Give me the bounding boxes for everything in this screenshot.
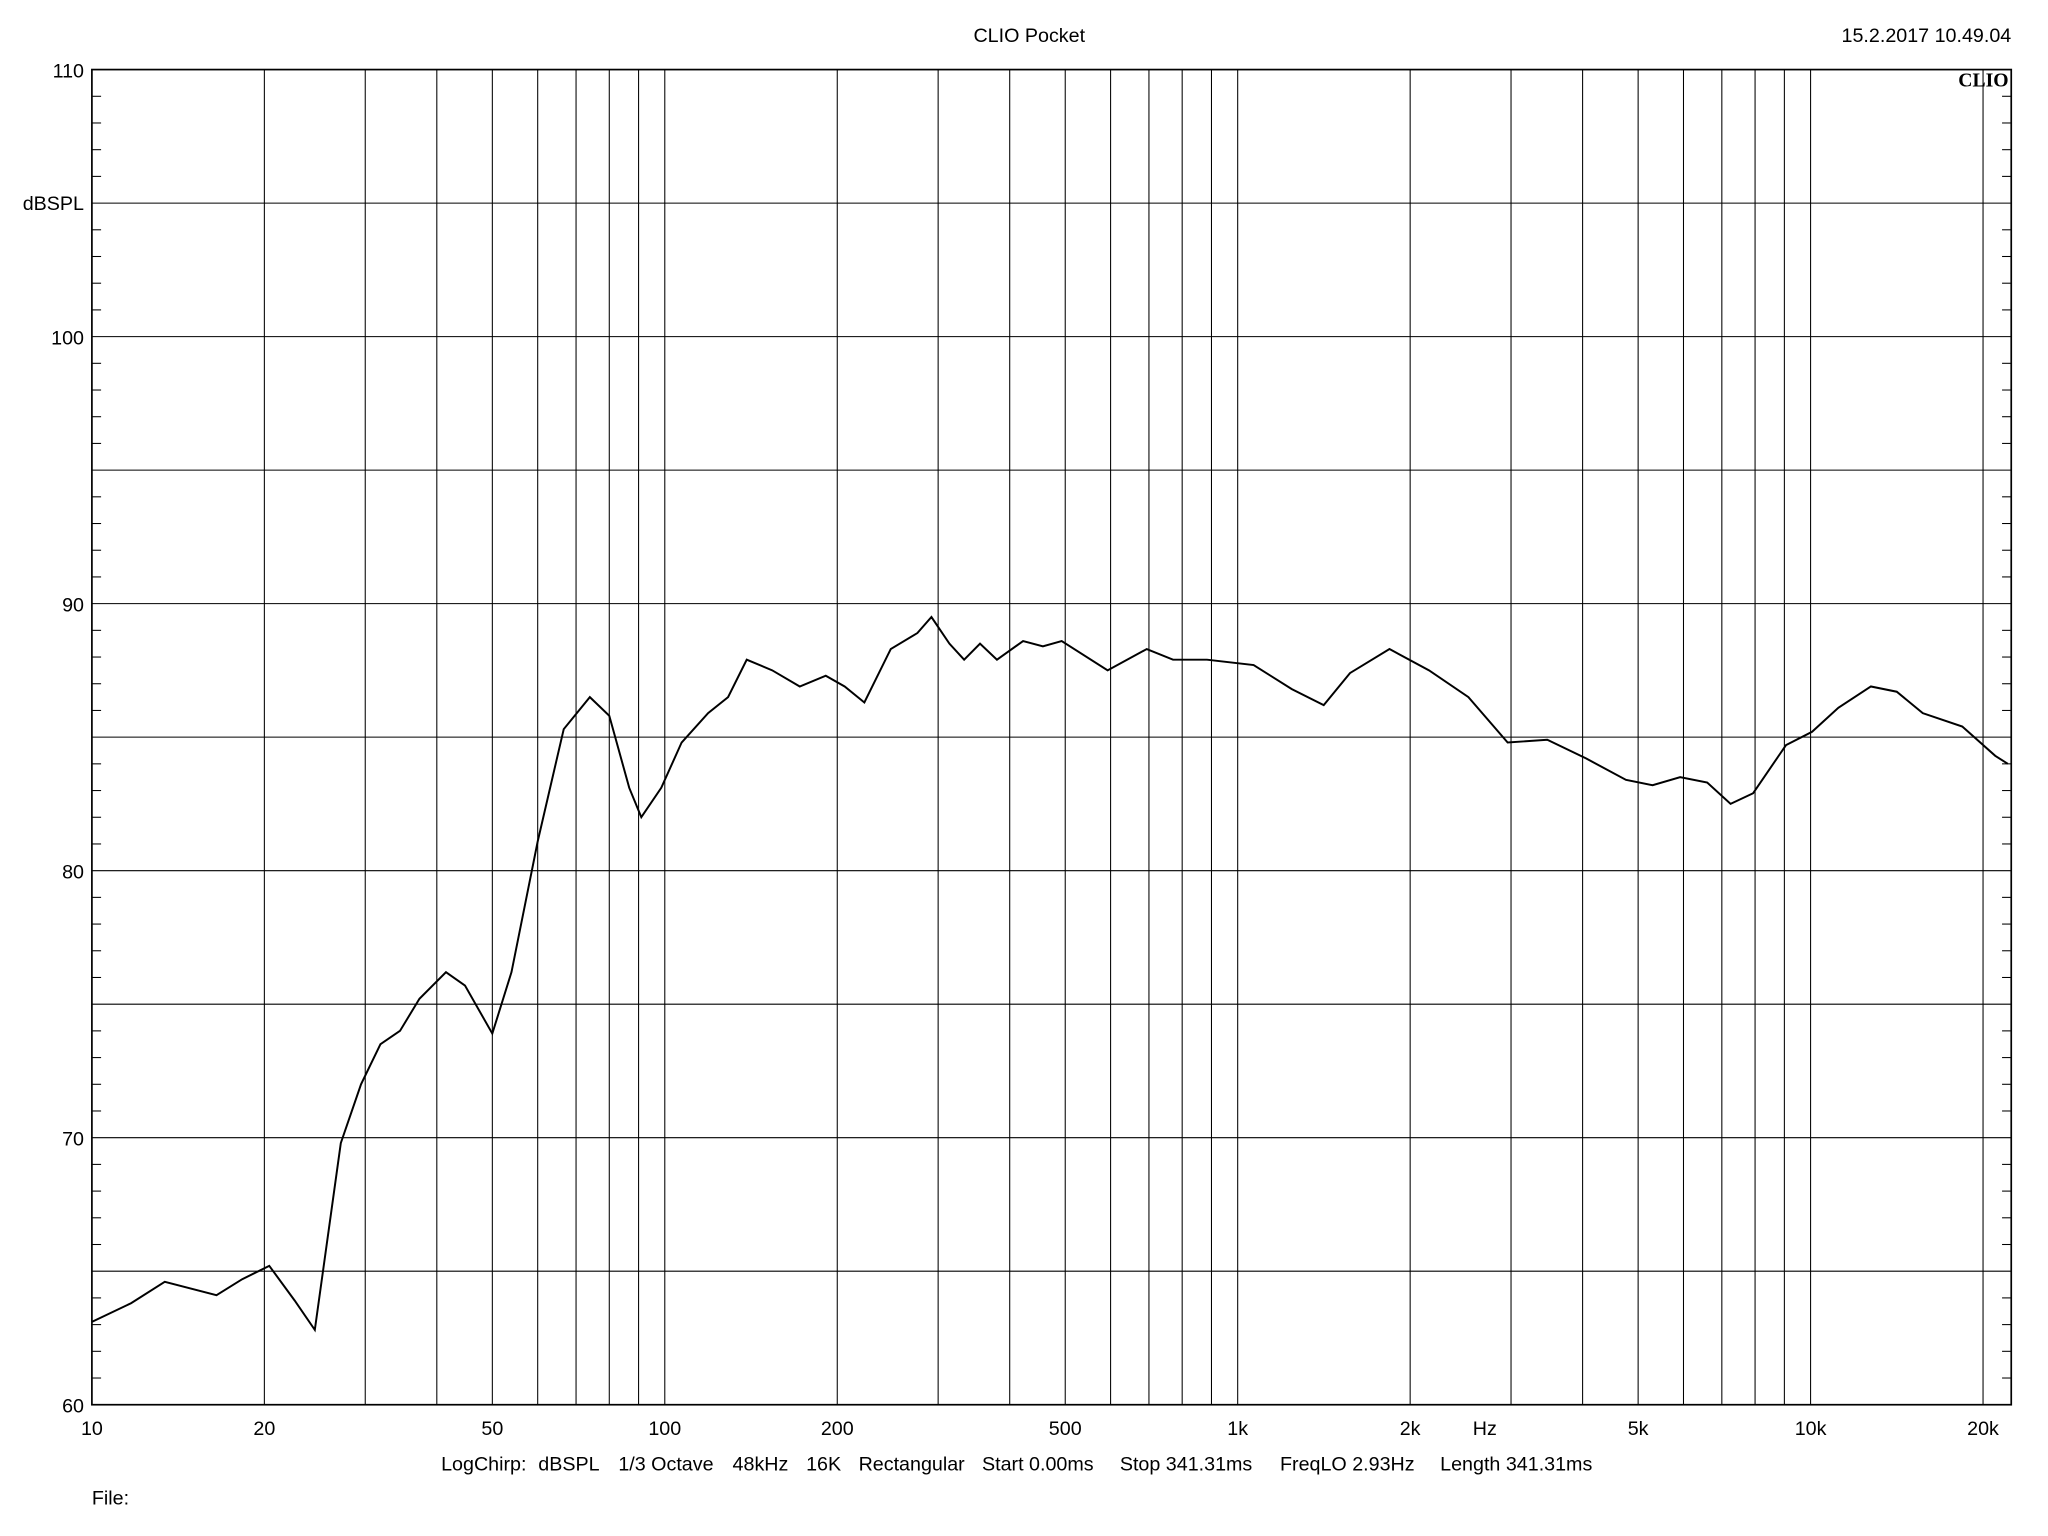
- x-tick-label: 1k: [1227, 1418, 1248, 1440]
- y-tick-label: 80: [62, 862, 84, 884]
- x-tick-label: 50: [481, 1418, 503, 1440]
- setting-item: 1/3 Octave: [618, 1453, 713, 1475]
- x-tick-label: 100: [648, 1418, 681, 1440]
- timestamp: 15.2.2017 10.49.04: [1842, 25, 2012, 47]
- setting-item: Stop 341.31ms: [1120, 1453, 1253, 1475]
- setting-item: LogChirp:: [441, 1453, 526, 1475]
- x-tick-label: 2k: [1400, 1418, 1421, 1440]
- setting-item: 16K: [806, 1453, 841, 1475]
- chart-title: CLIO Pocket: [973, 25, 1085, 47]
- x-tick-labels: 10 20 50 100 200 500 1k 2k 5k 10k 20k: [81, 1418, 1999, 1440]
- y-axis-label: dBSPL: [23, 193, 84, 215]
- y-tick-label: 90: [62, 595, 84, 617]
- y-tick-label: 70: [62, 1129, 84, 1151]
- setting-item: dBSPL: [538, 1453, 599, 1475]
- x-axis-label: Hz: [1473, 1418, 1497, 1440]
- y-tick-labels: 60 70 80 90 100 110: [51, 60, 84, 1417]
- x-tick-label: 10k: [1795, 1418, 1827, 1440]
- measurement-settings: LogChirp: dBSPL 1/3 Octave 48kHz 16K Rectangu…: [441, 1453, 1592, 1475]
- y-tick-label: 100: [51, 327, 84, 349]
- y-tick-label: 110: [53, 60, 84, 82]
- x-tick-label: 20k: [1967, 1418, 1999, 1440]
- plot-frame: [91, 68, 2013, 1406]
- file-label: File:: [92, 1487, 129, 1509]
- x-tick-label: 10: [81, 1418, 103, 1440]
- y-tick-label: 60: [62, 1396, 84, 1418]
- setting-item: Length 341.31ms: [1440, 1453, 1592, 1475]
- x-tick-label: 5k: [1628, 1418, 1649, 1440]
- clio-logo: CLIO: [1958, 70, 2008, 92]
- grid: [91, 69, 2012, 1405]
- setting-item: FreqLO 2.93Hz: [1280, 1453, 1415, 1475]
- response-curve: [91, 615, 2009, 1333]
- setting-item: 48kHz: [733, 1453, 789, 1475]
- setting-item: Rectangular: [859, 1453, 966, 1475]
- x-tick-label: 500: [1049, 1418, 1082, 1440]
- x-tick-label: 20: [253, 1418, 275, 1440]
- setting-item: Start 0.00ms: [982, 1453, 1094, 1475]
- x-tick-label: 200: [821, 1418, 854, 1440]
